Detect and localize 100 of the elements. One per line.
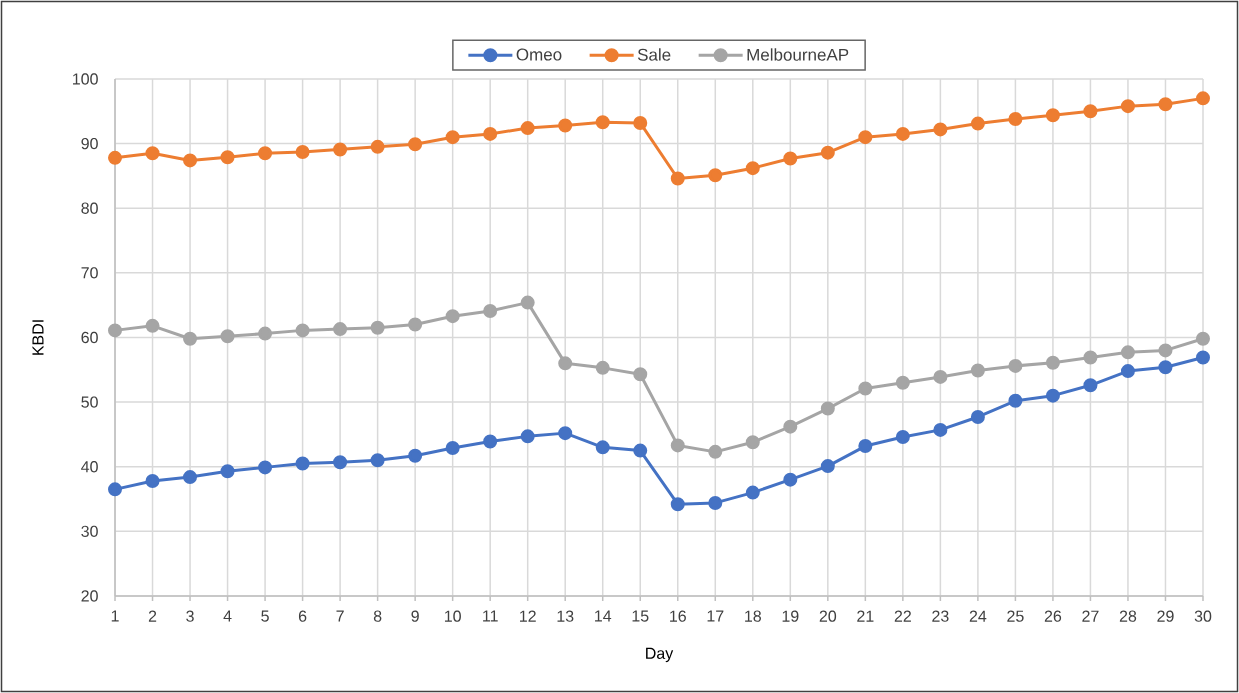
point	[408, 448, 423, 463]
point	[1045, 108, 1060, 123]
x-tick-label: 10	[444, 610, 461, 622]
point	[1120, 345, 1135, 360]
point	[745, 161, 760, 176]
point	[895, 430, 910, 445]
x-tick-label: 13	[557, 610, 574, 622]
point	[145, 146, 160, 161]
point	[445, 441, 460, 455]
point	[595, 115, 610, 130]
x-tick-label: 6	[298, 610, 307, 622]
point	[1008, 358, 1023, 373]
point	[408, 137, 423, 152]
legend-label: Sale	[637, 48, 671, 61]
x-tick-label: 20	[819, 610, 837, 622]
point	[933, 369, 948, 384]
x-tick-label: 21	[857, 610, 874, 622]
point	[333, 322, 348, 337]
point	[370, 320, 385, 335]
point	[108, 150, 123, 165]
point	[595, 440, 610, 455]
point	[258, 460, 273, 475]
point	[1195, 350, 1210, 365]
point	[708, 495, 723, 510]
point	[558, 426, 573, 441]
point	[633, 367, 648, 382]
point	[970, 409, 985, 424]
point	[1120, 99, 1135, 114]
x-tick-label: 11	[483, 610, 498, 622]
legend-label: MelbourneAP	[747, 48, 849, 61]
point	[483, 303, 498, 318]
x-tick-label: 16	[670, 610, 686, 622]
point	[145, 473, 160, 488]
point	[258, 326, 273, 341]
point	[1120, 364, 1135, 379]
x-tick-label: 19	[782, 610, 799, 622]
point	[1158, 97, 1173, 112]
point	[483, 434, 498, 449]
y-tick-label: 20	[81, 590, 98, 602]
point	[183, 470, 198, 485]
point	[670, 438, 685, 453]
point	[895, 126, 910, 141]
x-tick-label: 26	[1044, 610, 1062, 622]
x-tick-label: 17	[707, 610, 724, 622]
x-tick-label: 5	[261, 610, 269, 622]
point	[258, 146, 273, 161]
x-tick-label: 23	[932, 610, 949, 622]
point	[858, 439, 873, 454]
point	[1195, 331, 1210, 346]
point	[633, 443, 648, 458]
x-tick-label: 7	[336, 610, 344, 622]
point	[1158, 360, 1173, 375]
point	[333, 455, 348, 470]
x-tick-label: 3	[186, 610, 194, 622]
point	[220, 150, 235, 165]
point	[445, 130, 460, 145]
x-tick-label: 28	[1119, 610, 1137, 622]
point	[745, 485, 760, 500]
point	[108, 482, 123, 497]
point	[445, 309, 460, 324]
x-tick-label: 25	[1007, 610, 1024, 622]
point	[520, 429, 535, 444]
y-tick-label: 40	[81, 461, 98, 473]
point	[595, 360, 610, 375]
point	[1008, 393, 1023, 408]
point	[1008, 112, 1023, 127]
x-tick-label: 12	[520, 610, 536, 622]
y-tick-label: 70	[81, 267, 98, 279]
point	[708, 444, 723, 459]
point	[970, 363, 985, 378]
point	[858, 381, 873, 396]
point	[558, 118, 573, 133]
point	[820, 459, 835, 474]
y-tick-label: 80	[81, 202, 98, 214]
y-tick-label: 60	[81, 331, 98, 344]
point	[783, 472, 798, 487]
point	[895, 375, 910, 390]
x-tick-label: 27	[1082, 610, 1099, 622]
point	[633, 115, 648, 130]
point	[745, 435, 760, 450]
point	[370, 139, 385, 154]
y-tick-label: 90	[81, 137, 98, 150]
point	[670, 171, 685, 186]
y-tick-label: 50	[81, 396, 98, 408]
x-tick-label: 24	[969, 610, 987, 622]
point	[1045, 388, 1060, 403]
point	[970, 116, 985, 131]
x-tick-label: 1	[111, 610, 119, 622]
point	[820, 145, 835, 160]
x-tick-label: 8	[373, 610, 382, 622]
point	[1045, 355, 1060, 370]
x-tick-label: 18	[745, 610, 761, 622]
x-axis-title: Day	[646, 647, 674, 663]
y-axis-title: KBDI	[32, 320, 44, 355]
point	[933, 122, 948, 137]
x-tick-label: 30	[1194, 610, 1212, 622]
point	[708, 168, 723, 183]
x-tick-label: 14	[595, 610, 612, 622]
point	[1083, 104, 1098, 119]
point	[183, 153, 198, 168]
